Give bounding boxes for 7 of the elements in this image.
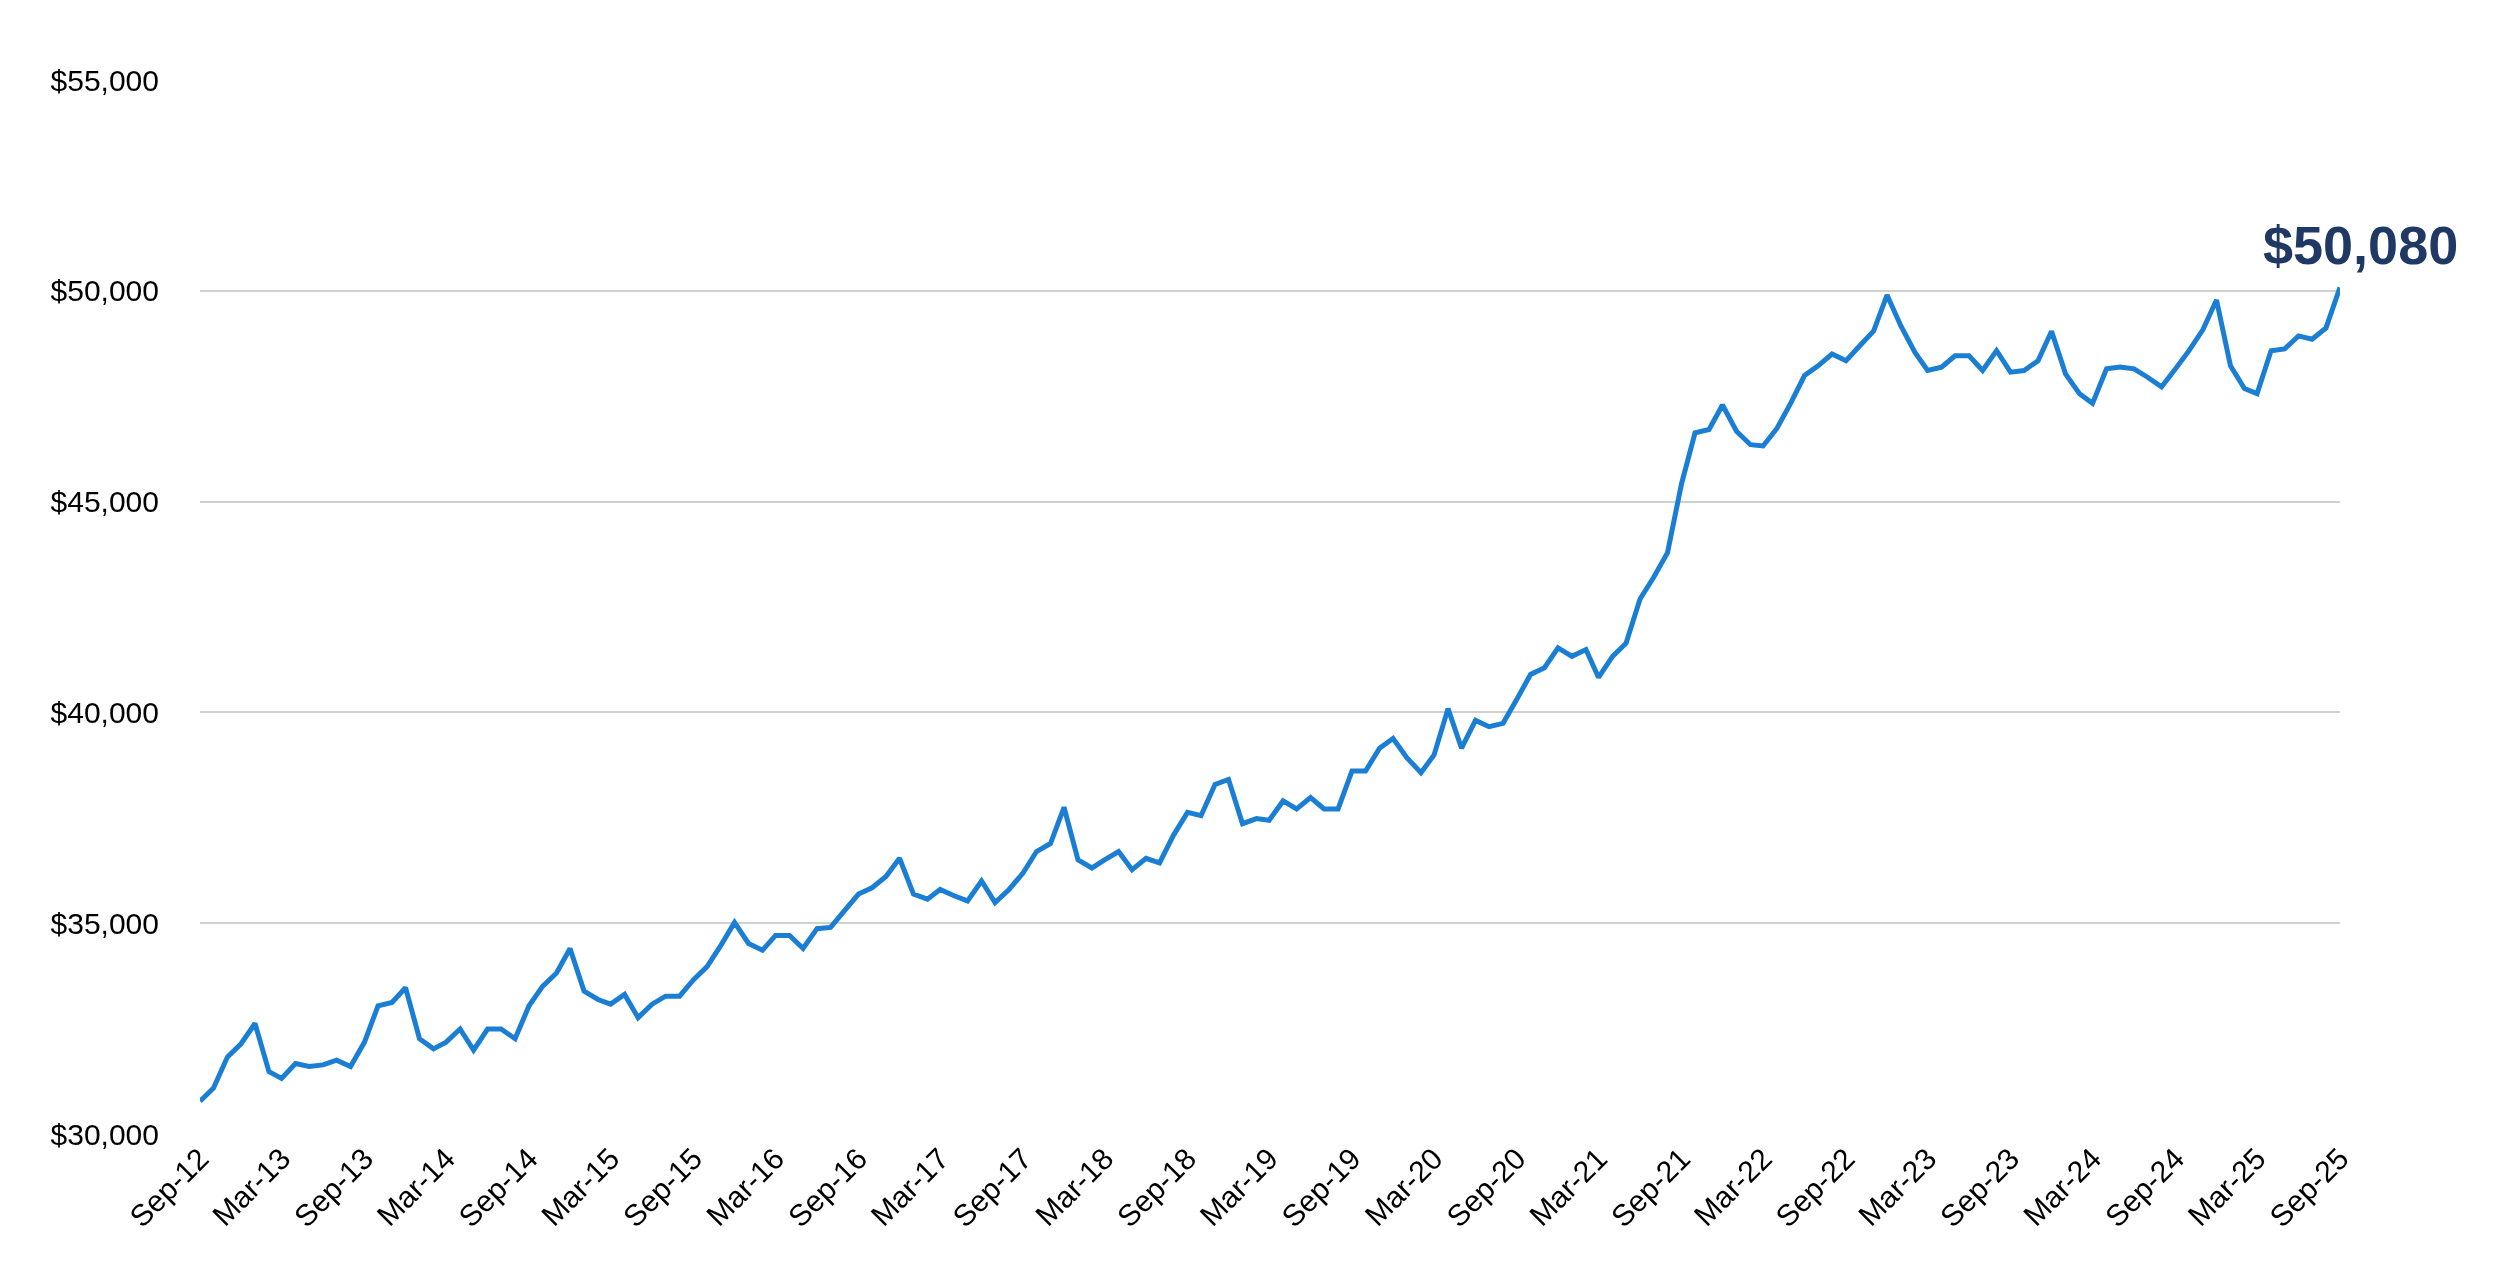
y-tick-label: $30,000	[50, 1117, 159, 1151]
y-tick-label: $40,000	[50, 695, 159, 729]
annotation: $50,080	[2263, 215, 2459, 275]
y-tick-label: $50,000	[50, 274, 159, 308]
y-tick-label: $35,000	[50, 906, 159, 940]
y-tick-label: $55,000	[50, 63, 159, 97]
y-tick-label: $45,000	[50, 485, 159, 519]
